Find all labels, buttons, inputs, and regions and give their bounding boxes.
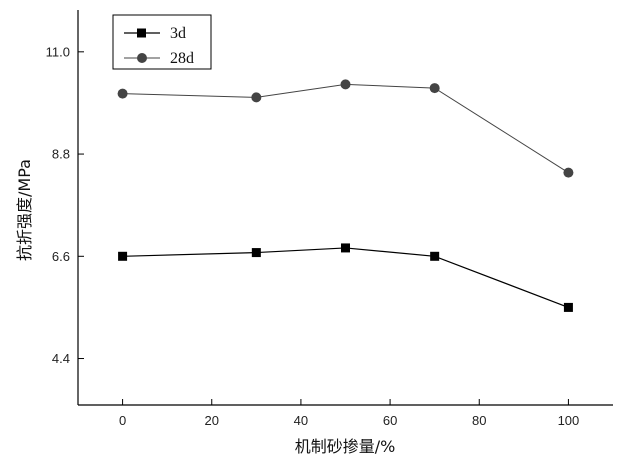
data-point-3d bbox=[563, 302, 573, 312]
data-point-28d bbox=[563, 167, 574, 178]
legend-label-3d: 3d bbox=[170, 25, 186, 42]
y-tick-label: 11.0 bbox=[46, 44, 70, 59]
x-tick-label: 60 bbox=[383, 413, 397, 428]
legend-marker-3d bbox=[137, 28, 146, 38]
x-tick-label: 100 bbox=[558, 413, 580, 428]
data-point-28d bbox=[340, 79, 351, 90]
x-tick-label: 20 bbox=[205, 413, 219, 428]
x-axis-label: 机制砂掺量/% bbox=[295, 437, 396, 456]
y-tick-label: 4.4 bbox=[52, 351, 70, 366]
legend-box bbox=[112, 14, 212, 70]
y-tick-label: 6.6 bbox=[52, 249, 70, 264]
y-axis-label: 抗折强度/MPa bbox=[15, 159, 34, 261]
legend: 3d 28d bbox=[112, 14, 212, 70]
data-point-28d bbox=[429, 83, 440, 94]
x-tick-label: 80 bbox=[472, 413, 486, 428]
series-layer bbox=[117, 79, 574, 312]
x-tick-label: 40 bbox=[294, 413, 308, 428]
y-axis-ticks: 4.4 6.6 8.8 11.0 bbox=[46, 44, 84, 366]
legend-marker-28d bbox=[137, 53, 147, 63]
data-point-3d bbox=[341, 243, 350, 253]
series-line-28d bbox=[122, 83, 569, 174]
x-axis-ticks: 0 20 40 60 80 100 bbox=[119, 399, 579, 428]
x-tick-label: 0 bbox=[119, 413, 126, 428]
data-point-3d bbox=[118, 251, 128, 261]
y-tick-label: 8.8 bbox=[52, 147, 70, 162]
plot-area bbox=[77, 10, 613, 406]
series-line-3d bbox=[122, 247, 569, 308]
data-point-28d bbox=[251, 92, 262, 103]
legend-label-28d: 28d bbox=[170, 50, 194, 67]
data-point-28d bbox=[117, 88, 128, 99]
data-point-3d bbox=[430, 251, 440, 261]
data-point-3d bbox=[251, 248, 261, 258]
